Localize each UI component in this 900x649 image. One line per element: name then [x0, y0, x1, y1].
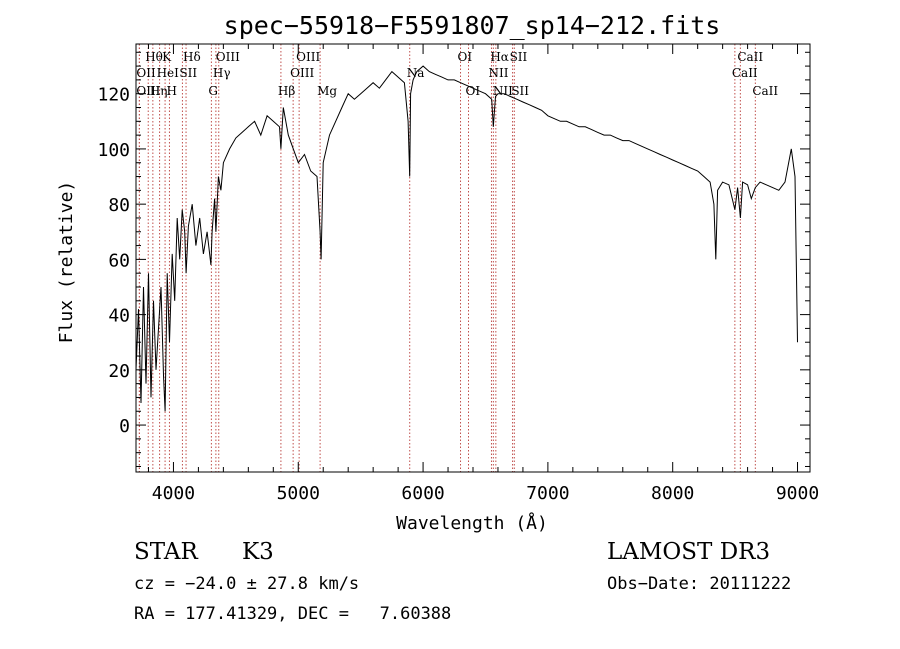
- y-tick-label-1: 20: [108, 361, 130, 382]
- observation-date: Obs−Date: 20111222: [607, 574, 792, 594]
- object-class: STAR: [134, 539, 198, 565]
- chart-title: spec−55918−F5591807_sp14−212.fits: [224, 11, 721, 40]
- redshift-value: cz = −24.0 ± 27.8 km/s: [134, 574, 360, 594]
- x-tick-label-1: 5000: [277, 483, 320, 504]
- y-tick-label-2: 40: [108, 306, 130, 327]
- line-label-2: OIII: [136, 84, 160, 98]
- line-label-22: SII: [510, 50, 528, 64]
- line-label-10: Hγ: [213, 66, 231, 80]
- line-label-4: HeI: [157, 66, 180, 80]
- line-label-18: OI: [466, 84, 481, 98]
- line-label-7: SII: [179, 66, 197, 80]
- x-axis-ticks: 4000 5000 6000 7000 8000 9000: [147, 44, 819, 504]
- spectral-line-labels: HθOIIOIIIHηHeIKHSIIHδGHγOIIIHβOIIIOIIIMg…: [136, 50, 778, 98]
- x-tick-label-2: 6000: [401, 483, 444, 504]
- survey-name: LAMOST DR3: [607, 539, 771, 565]
- line-label-15: Mg: [317, 84, 337, 98]
- line-label-19: NII: [488, 66, 508, 80]
- y-tick-label-0: 0: [119, 416, 130, 437]
- spectral-line-markers: [138, 44, 756, 472]
- line-label-1: OII: [136, 66, 156, 80]
- line-label-8: Hδ: [183, 50, 201, 64]
- x-axis-label: Wavelength (Å): [396, 512, 548, 534]
- x-tick-label-5: 9000: [776, 483, 819, 504]
- coordinates: RA = 177.41329, DEC = 7.60388: [134, 604, 452, 624]
- line-label-20: Hα: [490, 50, 509, 64]
- x-tick-label-3: 7000: [526, 483, 569, 504]
- y-tick-label-3: 60: [108, 250, 130, 271]
- line-label-12: Hβ: [278, 84, 295, 98]
- x-tick-label-4: 8000: [651, 483, 694, 504]
- plot-frame: [135, 43, 811, 473]
- y-tick-label-6: 120: [97, 85, 130, 106]
- line-label-5: K: [162, 50, 172, 64]
- line-label-14: OIII: [296, 50, 320, 64]
- x-tick-label-0: 4000: [152, 483, 195, 504]
- line-label-24: CaII: [732, 66, 758, 80]
- object-subclass: K3: [242, 539, 274, 565]
- line-label-11: OIII: [216, 50, 240, 64]
- y-axis-label: Flux (relative): [56, 181, 77, 344]
- line-label-16: Na: [407, 66, 425, 80]
- line-label-23: SII: [511, 84, 529, 98]
- line-label-6: H: [166, 84, 176, 98]
- flux-series-line: [135, 65, 798, 412]
- line-label-0: Hθ: [145, 50, 163, 64]
- line-label-9: G: [208, 84, 218, 98]
- line-label-3: Hη: [150, 84, 168, 98]
- y-tick-label-5: 100: [97, 140, 130, 161]
- line-label-17: OI: [458, 50, 473, 64]
- line-label-26: CaII: [752, 84, 778, 98]
- line-label-13: OIII: [290, 66, 314, 80]
- line-label-25: CaII: [737, 50, 763, 64]
- y-tick-label-4: 80: [108, 195, 130, 216]
- y-axis-ticks: 0 20 40 60 80 100 120: [97, 51, 810, 467]
